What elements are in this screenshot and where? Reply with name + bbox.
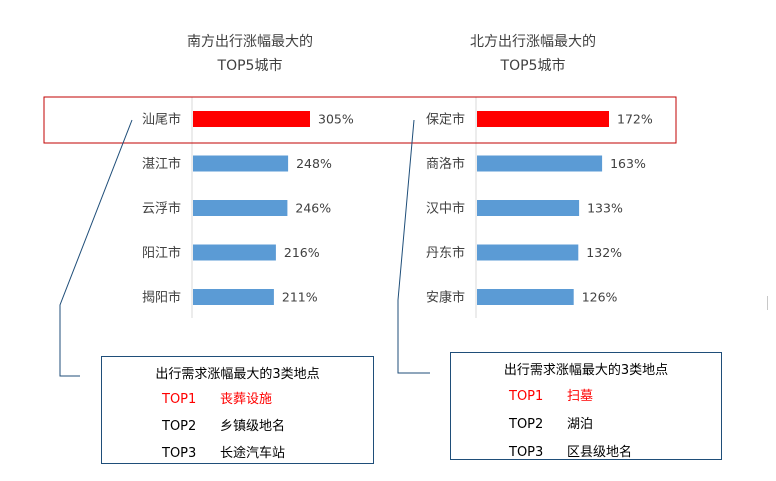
south-value-label: 248%	[296, 156, 332, 171]
north-bar	[477, 111, 609, 127]
north-value-label: 163%	[610, 156, 646, 171]
north-category-label: 商洛市	[426, 156, 465, 172]
south-chart-title-line2: TOP5城市	[217, 58, 283, 74]
north-value-label: 126%	[582, 290, 618, 305]
south-callout-connector	[59, 119, 133, 377]
south-chart-title: 南方出行涨幅最大的 TOP5城市	[140, 30, 360, 78]
north-value-label: 172%	[617, 112, 653, 127]
south-location-box: 出行需求涨幅最大的3类地点 TOP1 丧葬设施 TOP2 乡镇级地名 TOP3 长途汽…	[101, 356, 374, 464]
north-top3-row: TOP3 区县级地名	[509, 441, 632, 460]
north-box-title: 出行需求涨幅最大的3类地点	[503, 363, 669, 378]
north-chart-title: 北方出行涨幅最大的 TOP5城市	[423, 30, 643, 78]
north-top3-rank: TOP3	[509, 445, 544, 460]
north-top2-name: 湖泊	[567, 417, 594, 432]
north-bar	[477, 200, 580, 216]
south-top2-rank: TOP2	[162, 419, 197, 434]
south-top1-row: TOP1 丧葬设施	[162, 388, 272, 407]
north-value-label: 133%	[587, 201, 623, 216]
south-category-label: 汕尾市	[142, 112, 181, 128]
south-bar-chart: 汕尾市 305% 湛江市 248% 云浮市 246% 阳江市 216% 揭阳市 211%	[142, 97, 354, 318]
south-bar	[193, 200, 288, 216]
south-category-label: 云浮市	[142, 201, 181, 217]
north-category-label: 汉中市	[426, 201, 465, 217]
south-top3-name: 长途汽车站	[220, 446, 286, 461]
north-bar	[477, 244, 579, 261]
south-value-label: 216%	[284, 245, 320, 260]
south-category-label: 阳江市	[142, 245, 181, 261]
north-bar-chart: 保定市 172% 商洛市 163% 汉中市 133% 丹东市 132% 安康市 126%	[426, 97, 653, 318]
north-chart-title-line1: 北方出行涨幅最大的	[470, 34, 596, 50]
south-top2-name: 乡镇级地名	[220, 419, 286, 434]
top-city-highlight-frame	[43, 96, 677, 144]
north-top2-rank: TOP2	[509, 417, 544, 432]
north-value-label: 132%	[586, 245, 622, 260]
south-category-label: 湛江市	[142, 156, 181, 172]
south-top3-row: TOP3 长途汽车站	[162, 442, 285, 461]
north-category-label: 保定市	[426, 112, 465, 128]
north-top1-rank: TOP1	[509, 389, 544, 404]
north-top1-row: TOP1 扫墓	[509, 385, 593, 404]
north-top1-name: 扫墓	[567, 389, 594, 404]
south-top1-name: 丧葬设施	[220, 392, 273, 407]
south-bar	[193, 289, 274, 305]
south-bar	[193, 244, 276, 261]
north-bar	[477, 289, 574, 305]
north-location-box: 出行需求涨幅最大的3类地点 TOP1 扫墓 TOP2 湖泊 TOP3 区县级地名	[450, 352, 722, 460]
south-value-label: 246%	[295, 201, 331, 216]
north-chart-title-line2: TOP5城市	[500, 58, 566, 74]
north-callout-connector	[397, 119, 430, 374]
north-category-label: 丹东市	[426, 245, 465, 261]
north-bar	[477, 155, 603, 172]
south-box-title: 出行需求涨幅最大的3类地点	[155, 367, 320, 382]
south-bar	[193, 111, 310, 127]
south-top3-rank: TOP3	[162, 446, 197, 461]
north-top2-row: TOP2 湖泊	[509, 413, 593, 432]
north-category-label: 安康市	[426, 290, 465, 306]
south-chart-title-line1: 南方出行涨幅最大的	[187, 34, 313, 50]
edge-divider	[767, 296, 768, 310]
south-value-label: 305%	[318, 112, 354, 127]
north-top3-name: 区县级地名	[567, 445, 633, 460]
south-top1-rank: TOP1	[162, 392, 197, 407]
south-category-label: 揭阳市	[142, 290, 181, 306]
south-bar	[193, 155, 289, 172]
south-top2-row: TOP2 乡镇级地名	[162, 415, 285, 434]
south-value-label: 211%	[282, 290, 318, 305]
